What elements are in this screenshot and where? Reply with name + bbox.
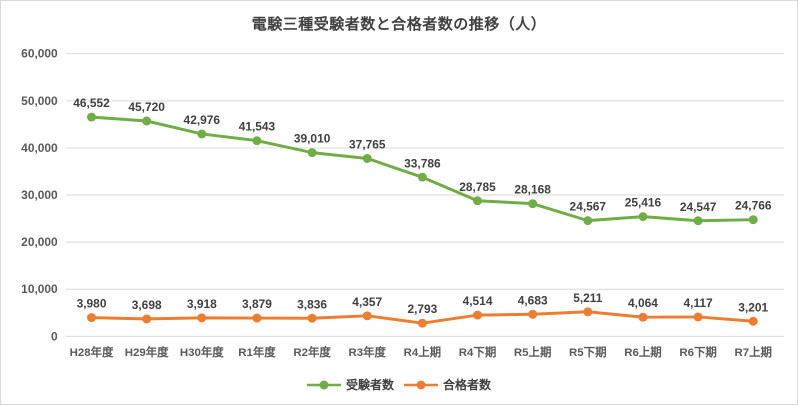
- examinees-data-label: 42,976: [184, 113, 221, 127]
- passers-point: [693, 312, 703, 322]
- x-tick-label: R1年度: [238, 345, 276, 359]
- passers-point: [528, 309, 538, 319]
- passers-point: [197, 313, 207, 323]
- y-tick-label: 60,000: [21, 47, 58, 61]
- chart-title: 電験三種受験者数と合格者数の推移（人）: [251, 16, 547, 33]
- examinees-data-label: 28,785: [459, 180, 496, 194]
- legend-marker-examinees-icon: [306, 380, 341, 389]
- passers-point: [252, 313, 262, 323]
- x-tick-label: R2年度: [293, 345, 331, 359]
- x-tick-label: R4上期: [404, 345, 442, 359]
- x-tick-label: R6上期: [624, 345, 662, 359]
- passers-data-label: 3,201: [738, 300, 768, 314]
- passers-point: [748, 316, 758, 326]
- x-tick-label: R7上期: [734, 345, 772, 359]
- legend-label-examinees: 受験者数: [345, 378, 394, 392]
- x-tick-label: H28年度: [70, 345, 114, 359]
- x-tick-label: H30年度: [180, 345, 224, 359]
- examinees-point: [142, 116, 152, 126]
- examinees-point: [473, 196, 483, 206]
- x-tick-label: H29年度: [125, 345, 169, 359]
- x-tick-label: R5下期: [569, 345, 607, 359]
- passers-point: [638, 312, 648, 322]
- passers-data-label: 3,836: [297, 297, 327, 311]
- examinees-point: [748, 215, 758, 225]
- passers-data-label: 3,980: [77, 297, 107, 311]
- y-tick-label: 0: [51, 329, 58, 343]
- legend-item-passers[interactable]: 合格者数: [404, 376, 491, 393]
- legend-label-passers: 合格者数: [443, 378, 492, 392]
- y-tick-label: 30,000: [21, 188, 58, 202]
- passers-point: [417, 318, 427, 328]
- examinees-data-label: 28,168: [514, 183, 551, 197]
- examinees-point: [638, 212, 648, 222]
- legend-item-examinees[interactable]: 受験者数: [306, 376, 394, 393]
- y-tick-label: 20,000: [21, 235, 58, 249]
- passers-data-label: 3,698: [132, 298, 162, 312]
- legend: 受験者数 合格者数: [1, 376, 797, 393]
- passers-point: [142, 314, 152, 324]
- examinees-point: [362, 153, 372, 163]
- examinees-data-label: 33,786: [404, 156, 441, 170]
- examinees-point: [252, 136, 262, 146]
- examinees-point: [307, 148, 317, 158]
- examinees-point: [583, 216, 593, 226]
- passers-data-label: 4,357: [352, 295, 382, 309]
- y-tick-label: 50,000: [21, 94, 58, 108]
- examinees-point: [197, 129, 207, 139]
- passers-data-label: 4,117: [683, 296, 713, 310]
- passers-data-label: 4,683: [518, 293, 548, 307]
- examinees-point: [528, 199, 538, 209]
- passers-data-label: 3,918: [187, 297, 217, 311]
- legend-marker-passers-icon: [404, 380, 438, 389]
- examinees-point: [87, 112, 97, 122]
- examinees-data-label: 24,567: [570, 200, 607, 214]
- x-tick-label: R4下期: [459, 345, 497, 359]
- examinees-data-label: 46,552: [73, 96, 110, 110]
- examinees-point: [417, 172, 427, 182]
- passers-point: [583, 307, 593, 317]
- passers-data-label: 5,211: [573, 291, 603, 305]
- x-tick-label: R6下期: [679, 345, 717, 359]
- passers-data-label: 2,793: [407, 302, 437, 316]
- passers-data-label: 4,514: [463, 294, 493, 308]
- examinees-data-label: 24,547: [680, 200, 717, 214]
- passers-point: [307, 313, 317, 323]
- y-tick-label: 40,000: [21, 141, 58, 155]
- examinees-data-label: 41,543: [239, 120, 276, 134]
- examinees-data-label: 39,010: [294, 132, 331, 146]
- y-tick-label: 10,000: [21, 282, 58, 296]
- examinees-data-label: 25,416: [625, 196, 662, 210]
- passers-data-label: 4,064: [628, 296, 658, 310]
- examinees-data-label: 37,765: [349, 138, 386, 152]
- examinees-data-label: 45,720: [128, 100, 165, 114]
- x-tick-label: R5上期: [514, 345, 552, 359]
- x-tick-label: R3年度: [348, 345, 386, 359]
- passers-point: [87, 313, 97, 323]
- passers-point: [362, 311, 372, 321]
- passers-point: [473, 310, 483, 320]
- examinees-data-label: 24,766: [735, 199, 772, 213]
- examinees-point: [693, 216, 703, 226]
- passers-data-label: 3,879: [242, 297, 272, 311]
